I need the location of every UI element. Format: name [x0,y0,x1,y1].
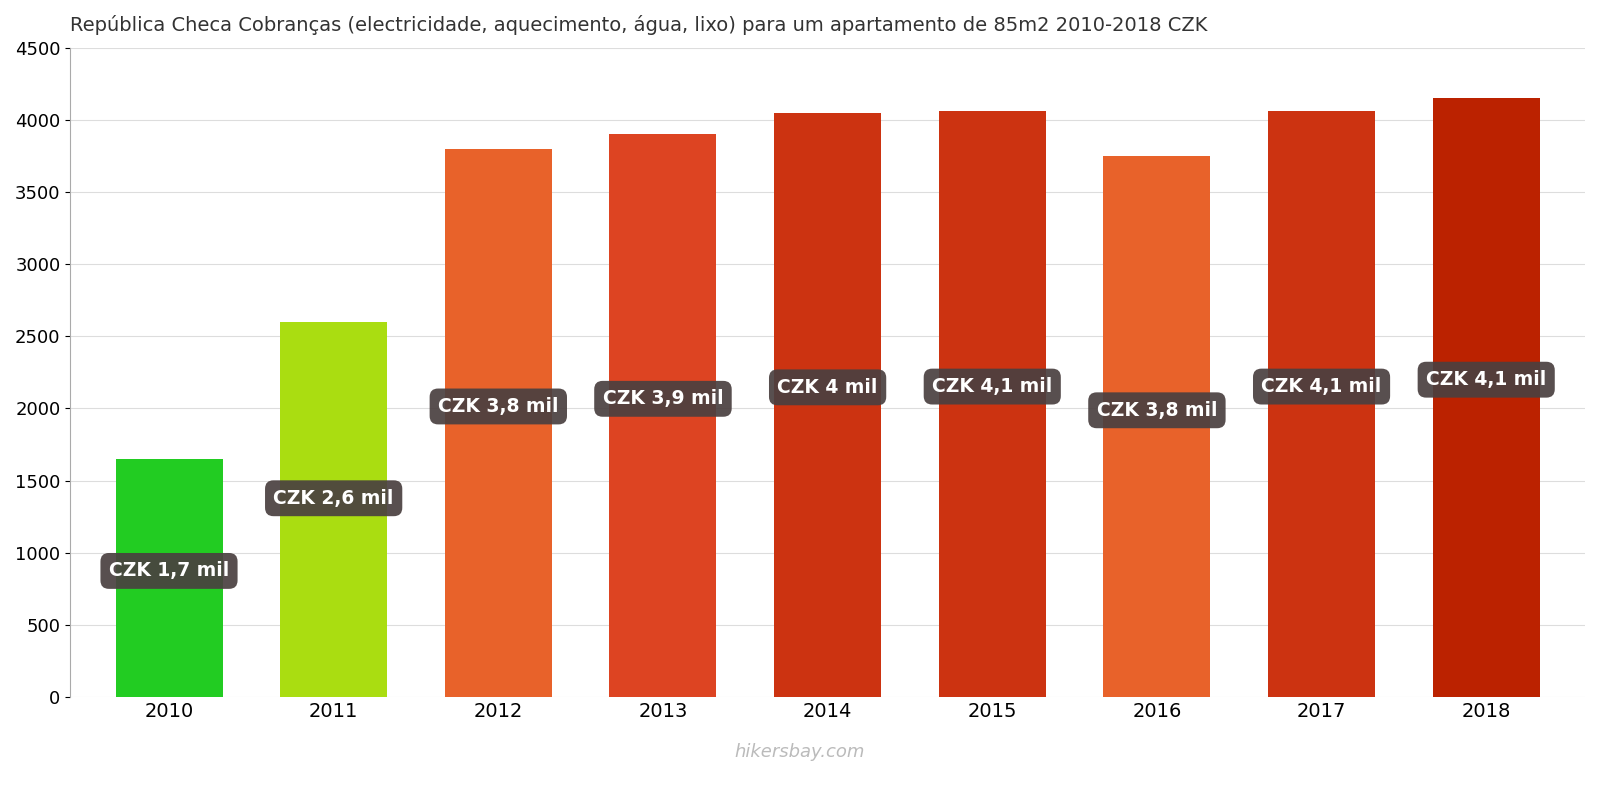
Bar [445,149,552,697]
Text: CZK 4,1 mil: CZK 4,1 mil [1426,370,1546,389]
Text: CZK 3,9 mil: CZK 3,9 mil [603,390,723,408]
Text: CZK 1,7 mil: CZK 1,7 mil [109,562,229,581]
Text: CZK 4,1 mil: CZK 4,1 mil [933,377,1053,396]
Bar [1104,156,1211,697]
Text: CZK 3,8 mil: CZK 3,8 mil [1096,401,1218,420]
Bar [774,113,882,697]
Bar [1269,111,1374,697]
Text: hikersbay.com: hikersbay.com [734,743,866,761]
Bar [115,459,222,697]
Bar [280,322,387,697]
Text: CZK 2,6 mil: CZK 2,6 mil [274,489,394,508]
Bar [610,134,717,697]
Text: CZK 3,8 mil: CZK 3,8 mil [438,397,558,416]
Bar [939,111,1046,697]
Bar [1432,98,1539,697]
Text: CZK 4,1 mil: CZK 4,1 mil [1261,377,1382,396]
Text: República Checa Cobranças (electricidade, aquecimento, água, lixo) para um apart: República Checa Cobranças (electricidade… [70,15,1208,35]
Text: CZK 4 mil: CZK 4 mil [778,378,878,397]
